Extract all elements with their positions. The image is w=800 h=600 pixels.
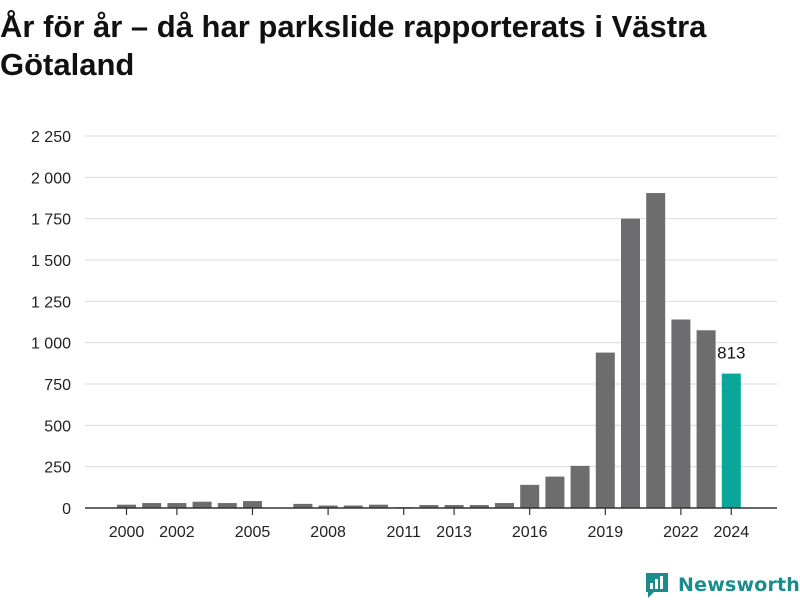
y-tick-label: 250 <box>44 460 71 477</box>
bar-2003 <box>192 501 212 508</box>
data-label-highlight: 813 <box>717 344 745 363</box>
x-tick-label: 2008 <box>310 524 346 541</box>
bar-2014 <box>469 505 489 508</box>
chart-title: År för år – då har parkslide rapporterat… <box>0 9 707 82</box>
bar-2010 <box>369 504 388 508</box>
bar-2000 <box>117 504 136 508</box>
y-tick-label: 0 <box>62 501 71 518</box>
newsworthy-logo-icon <box>646 573 668 598</box>
bar-2018 <box>570 465 590 508</box>
x-tick-label: 2002 <box>159 524 195 541</box>
x-tick-label: 2011 <box>386 524 421 541</box>
bar-2015 <box>495 503 514 508</box>
bar-2009 <box>343 505 363 508</box>
bar-2002 <box>167 503 187 508</box>
bar-2004 <box>217 503 237 508</box>
y-tick-label: 1 250 <box>31 294 71 311</box>
x-tick-label: 2013 <box>436 524 472 541</box>
brand-name: Newsworthy <box>678 574 800 596</box>
bar-2016 <box>520 484 540 508</box>
y-tick-label: 1 000 <box>31 336 71 353</box>
bar-2008 <box>318 505 338 508</box>
y-axis-tick-labels: 0 250 500 750 1 000 1 250 1 500 1 750 2 000 2 250 <box>31 129 71 518</box>
y-tick-label: 750 <box>44 377 71 394</box>
x-tick-label: 2024 <box>714 524 750 541</box>
y-tick-label: 2 250 <box>31 129 71 146</box>
bars <box>117 193 741 509</box>
y-tick-label: 1 500 <box>31 253 71 270</box>
y-tick-label: 2 000 <box>31 170 71 187</box>
x-tick-label: 2019 <box>588 524 624 541</box>
y-tick-label: 1 750 <box>31 212 71 229</box>
bar-2001 <box>142 503 162 508</box>
data-labels: 813 <box>717 344 745 363</box>
bar-2019 <box>595 352 615 508</box>
bar-2022 <box>671 319 691 508</box>
bar-2017 <box>545 476 565 508</box>
bar-2021 <box>646 193 666 509</box>
bar-2012 <box>419 505 439 508</box>
newsworthy-logo[interactable]: Newsworthy <box>644 570 800 600</box>
x-tick-label: 2016 <box>512 524 548 541</box>
x-tick-label: 2005 <box>235 524 271 541</box>
bar-2007 <box>293 503 313 508</box>
bar-2013 <box>444 505 464 508</box>
x-tick-label: 2022 <box>663 524 699 541</box>
bar-2020 <box>621 218 640 508</box>
x-axis-ticks: 2000 2002 2005 2008 2011 2013 2016 2019 2022 2024 <box>109 508 749 541</box>
bar-2023 <box>696 330 716 508</box>
bar-2024 <box>721 373 741 508</box>
y-tick-label: 500 <box>44 418 71 435</box>
x-tick-label: 2000 <box>109 524 145 541</box>
bar-2005 <box>243 501 262 508</box>
